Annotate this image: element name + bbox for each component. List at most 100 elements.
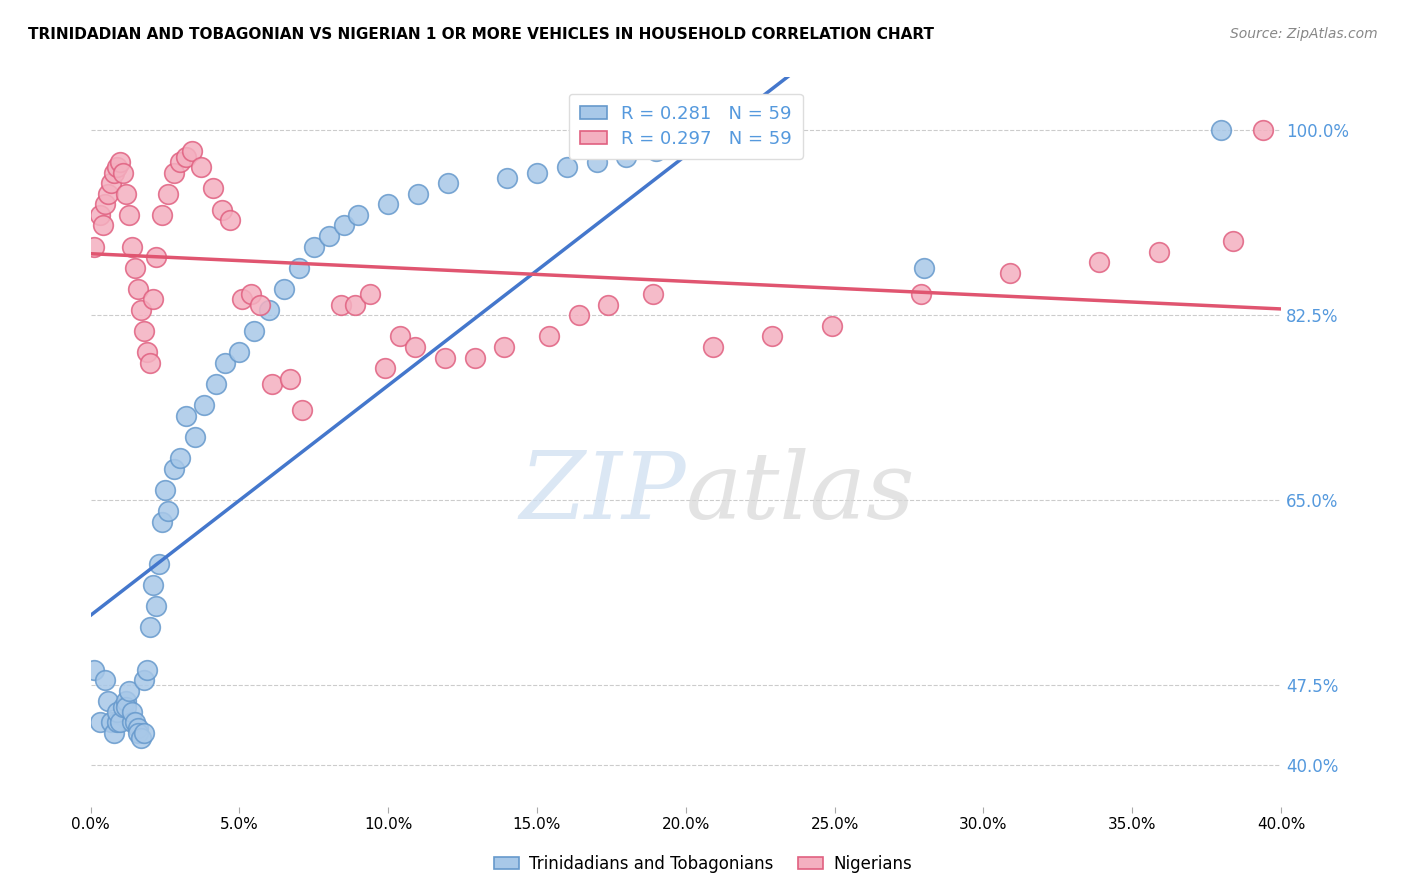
Point	[105, 715, 128, 730]
Point	[89, 208, 111, 222]
Point	[761, 329, 783, 343]
Point	[174, 409, 197, 423]
Point	[169, 155, 191, 169]
Point	[291, 403, 314, 417]
Point	[184, 430, 207, 444]
Point	[105, 705, 128, 719]
Point	[112, 699, 135, 714]
Point	[121, 715, 143, 730]
Point	[374, 361, 396, 376]
Point	[136, 663, 159, 677]
Point	[103, 165, 125, 179]
Point	[555, 161, 578, 175]
Text: Source: ZipAtlas.com: Source: ZipAtlas.com	[1230, 27, 1378, 41]
Point	[201, 181, 224, 195]
Point	[139, 356, 162, 370]
Point	[332, 219, 354, 233]
Point	[97, 694, 120, 708]
Point	[103, 726, 125, 740]
Point	[526, 165, 548, 179]
Point	[142, 578, 165, 592]
Point	[97, 186, 120, 201]
Point	[288, 260, 311, 275]
Point	[83, 239, 105, 253]
Point	[124, 715, 146, 730]
Point	[598, 298, 620, 312]
Point	[704, 134, 727, 148]
Point	[139, 620, 162, 634]
Point	[433, 351, 456, 365]
Point	[124, 260, 146, 275]
Point	[1147, 244, 1170, 259]
Point	[134, 324, 156, 338]
Point	[494, 340, 516, 354]
Point	[318, 229, 340, 244]
Point	[163, 165, 186, 179]
Point	[129, 731, 152, 746]
Point	[228, 345, 250, 359]
Point	[1088, 255, 1111, 269]
Point	[249, 298, 271, 312]
Point	[94, 673, 117, 687]
Point	[112, 165, 135, 179]
Point	[127, 282, 149, 296]
Point	[100, 715, 122, 730]
Point	[91, 219, 114, 233]
Point	[115, 694, 138, 708]
Point	[436, 176, 458, 190]
Point	[278, 372, 301, 386]
Point	[219, 213, 242, 227]
Point	[169, 451, 191, 466]
Point	[645, 145, 668, 159]
Point	[110, 155, 132, 169]
Text: atlas: atlas	[686, 449, 915, 538]
Point	[148, 557, 170, 571]
Point	[463, 351, 485, 365]
Point	[998, 266, 1021, 280]
Point	[262, 377, 284, 392]
Point	[121, 239, 143, 253]
Point	[83, 663, 105, 677]
Point	[1222, 235, 1244, 249]
Point	[163, 461, 186, 475]
Point	[912, 260, 935, 275]
Point	[347, 208, 370, 222]
Point	[127, 726, 149, 740]
Point	[240, 287, 263, 301]
Point	[344, 298, 367, 312]
Point	[568, 309, 591, 323]
Point	[136, 345, 159, 359]
Point	[359, 287, 381, 301]
Point	[110, 715, 132, 730]
Point	[702, 340, 724, 354]
Point	[150, 515, 173, 529]
Point	[243, 324, 266, 338]
Point	[156, 186, 179, 201]
Point	[257, 303, 280, 318]
Text: ZIP: ZIP	[519, 449, 686, 538]
Point	[118, 683, 141, 698]
Point	[614, 150, 637, 164]
Legend: Trinidadians and Tobagonians, Nigerians: Trinidadians and Tobagonians, Nigerians	[488, 848, 918, 880]
Point	[404, 340, 426, 354]
Point	[150, 208, 173, 222]
Point	[214, 356, 236, 370]
Point	[496, 170, 519, 185]
Point	[1211, 123, 1233, 137]
Point	[675, 139, 697, 153]
Point	[231, 293, 253, 307]
Point	[734, 128, 756, 143]
Point	[180, 145, 202, 159]
Point	[641, 287, 664, 301]
Point	[406, 186, 429, 201]
Point	[537, 329, 560, 343]
Point	[174, 150, 197, 164]
Point	[89, 715, 111, 730]
Point	[156, 504, 179, 518]
Point	[121, 705, 143, 719]
Legend: R = 0.281   N = 59, R = 0.297   N = 59: R = 0.281 N = 59, R = 0.297 N = 59	[569, 94, 803, 159]
Point	[211, 202, 233, 217]
Point	[193, 398, 215, 412]
Point	[585, 155, 607, 169]
Point	[129, 303, 152, 318]
